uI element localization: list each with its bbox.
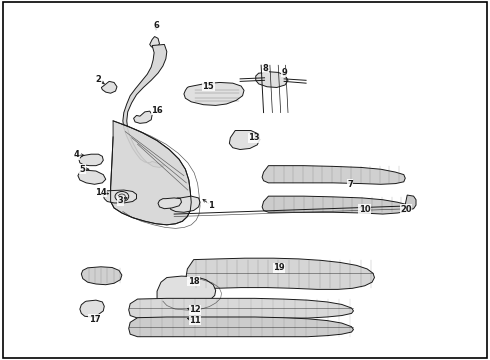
Polygon shape <box>150 37 159 48</box>
Polygon shape <box>134 111 152 123</box>
Polygon shape <box>169 196 200 212</box>
Text: 14: 14 <box>95 188 107 197</box>
Text: 15: 15 <box>202 82 214 91</box>
Polygon shape <box>103 190 137 203</box>
Polygon shape <box>262 166 405 184</box>
Text: 4: 4 <box>74 150 79 159</box>
Text: 9: 9 <box>281 68 287 77</box>
Text: 1: 1 <box>208 201 214 210</box>
Text: 7: 7 <box>347 180 353 189</box>
Text: 2: 2 <box>96 75 101 84</box>
Polygon shape <box>111 121 191 225</box>
Polygon shape <box>158 198 181 209</box>
Polygon shape <box>262 196 407 214</box>
Text: 17: 17 <box>89 315 100 324</box>
Polygon shape <box>123 44 167 167</box>
Polygon shape <box>129 298 353 318</box>
Text: 11: 11 <box>189 316 201 325</box>
Polygon shape <box>157 276 216 307</box>
Text: 13: 13 <box>248 133 260 142</box>
Polygon shape <box>229 131 260 149</box>
Text: 6: 6 <box>153 21 159 30</box>
Polygon shape <box>80 300 104 317</box>
Text: 8: 8 <box>263 64 269 73</box>
Polygon shape <box>78 170 106 184</box>
Text: 10: 10 <box>359 205 370 214</box>
Text: 3: 3 <box>118 196 123 205</box>
Text: 16: 16 <box>151 105 163 114</box>
Polygon shape <box>256 72 288 87</box>
Polygon shape <box>405 195 416 211</box>
Text: 20: 20 <box>400 205 412 214</box>
Polygon shape <box>101 81 117 93</box>
Text: 12: 12 <box>189 305 201 314</box>
Polygon shape <box>184 82 244 105</box>
Text: 18: 18 <box>188 276 199 285</box>
Polygon shape <box>129 317 353 337</box>
Polygon shape <box>81 267 122 285</box>
Polygon shape <box>79 154 103 166</box>
Text: 5: 5 <box>80 165 86 174</box>
Text: 19: 19 <box>273 264 285 273</box>
Polygon shape <box>185 258 374 289</box>
